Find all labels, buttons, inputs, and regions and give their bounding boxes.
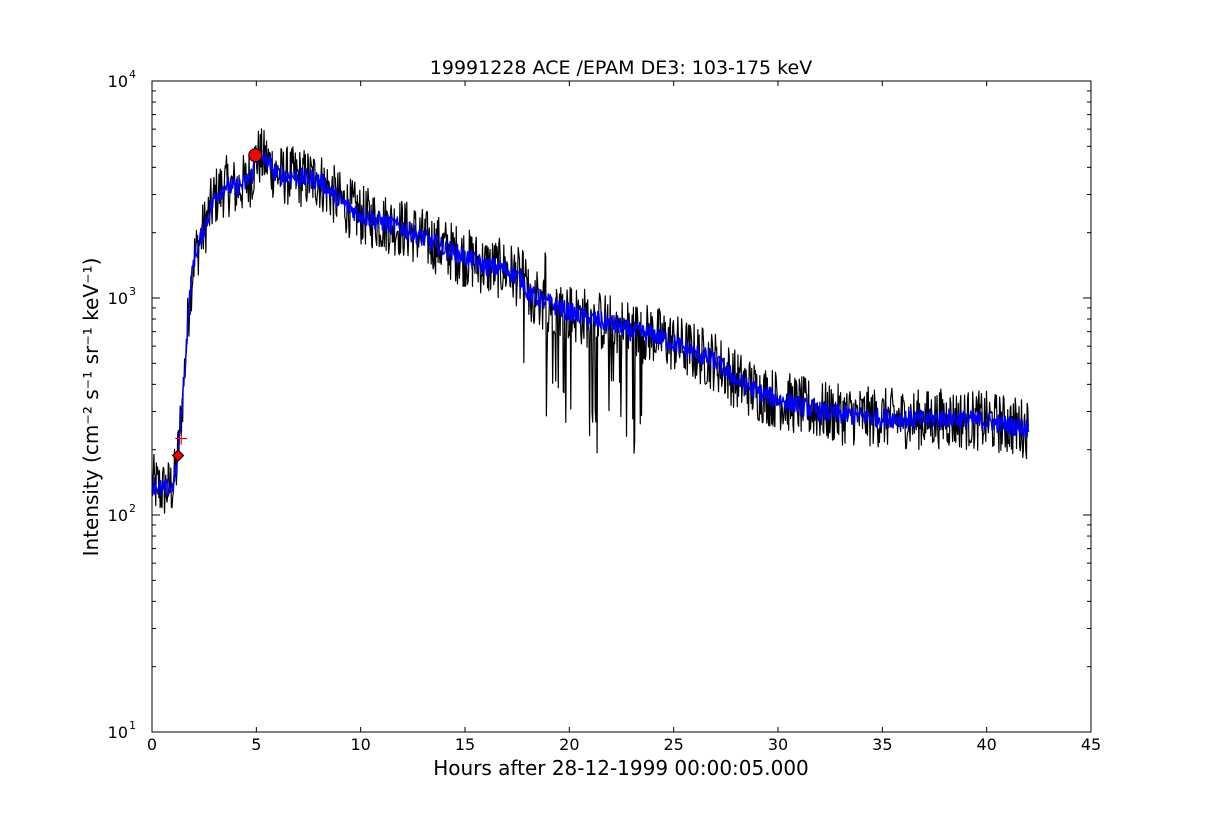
series-line-raw — [151, 128, 1029, 514]
x-tick-label: 0 — [147, 735, 157, 754]
x-tick-label: 10 — [350, 735, 370, 754]
x-tick-label: 30 — [768, 735, 788, 754]
x-axis-label: Hours after 28-12-1999 00:00:05.000 — [433, 756, 809, 780]
y-tick-label: 10 — [108, 506, 128, 525]
peak-marker — [248, 148, 263, 163]
y-tick-label-exponent: 2 — [129, 502, 136, 515]
y-tick-label-exponent: 3 — [129, 285, 136, 298]
y-axis-label: Intensity (cm⁻² s⁻¹ sr⁻¹ keV⁻¹) — [79, 258, 103, 557]
plot-frame — [151, 80, 1092, 733]
series-line-smoothed — [151, 150, 1030, 497]
y-tick-label: 10 — [108, 723, 128, 742]
plus-marker — [175, 432, 188, 445]
y-tick-label-exponent: 1 — [129, 719, 136, 732]
marker-layer — [171, 148, 263, 462]
y-tick-label: 10 — [108, 72, 128, 91]
y-tick-label: 10 — [108, 289, 128, 308]
x-tick-label: 40 — [976, 735, 996, 754]
series-layer — [151, 128, 1030, 514]
x-tick-label: 5 — [251, 735, 261, 754]
onset-marker — [171, 449, 185, 462]
y-tick-label-exponent: 4 — [129, 68, 136, 81]
x-tick-label: 20 — [559, 735, 579, 754]
x-tick-label: 35 — [872, 735, 892, 754]
chart-title: 19991228 ACE /EPAM DE3: 103-175 keV — [430, 57, 812, 79]
x-tick-label: 15 — [455, 735, 475, 754]
x-tick-label: 45 — [1081, 735, 1101, 754]
x-tick-label: 25 — [663, 735, 683, 754]
